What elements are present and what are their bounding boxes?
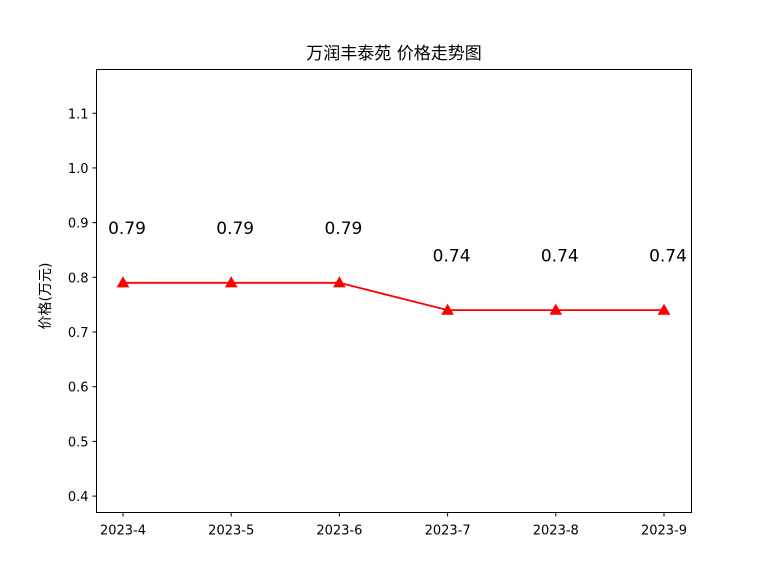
x-axis: 2023-4 2023-5 2023-6 2023-7 2023-8 2023-9 bbox=[100, 512, 687, 539]
x-tick-label: 2023-7 bbox=[425, 524, 471, 539]
y-tick-label: 0.9 bbox=[68, 217, 89, 232]
x-tick-label: 2023-8 bbox=[533, 524, 579, 539]
data-label: 0.79 bbox=[108, 219, 146, 239]
x-tick-label: 2023-5 bbox=[208, 524, 254, 539]
data-point-marker bbox=[224, 276, 238, 288]
y-tick-label: 1.1 bbox=[68, 107, 89, 122]
data-point-marker bbox=[657, 303, 671, 315]
data-label: 0.74 bbox=[649, 246, 687, 266]
plot-area-frame bbox=[96, 69, 692, 513]
data-point-marker bbox=[116, 276, 130, 288]
series-line bbox=[123, 281, 664, 312]
y-tick-label: 0.8 bbox=[68, 271, 89, 286]
y-tick-label: 1.0 bbox=[68, 162, 89, 177]
data-point-marker bbox=[549, 303, 563, 315]
data-labels: 0.79 0.79 0.79 0.74 0.74 0.74 bbox=[108, 219, 687, 266]
y-axis: 0.4 0.5 0.6 0.7 0.8 0.9 1.0 1.1 bbox=[68, 107, 97, 505]
y-tick-label: 0.4 bbox=[68, 490, 89, 505]
data-label: 0.74 bbox=[541, 246, 579, 266]
data-point-marker bbox=[333, 276, 346, 288]
data-label: 0.74 bbox=[433, 246, 471, 266]
y-tick-label: 0.5 bbox=[68, 435, 89, 450]
series-layer bbox=[116, 276, 671, 315]
chart-title: 万润丰泰苑 价格走势图 bbox=[306, 44, 481, 64]
x-tick-label: 2023-6 bbox=[316, 524, 362, 539]
x-tick-label: 2023-9 bbox=[641, 524, 687, 539]
data-label: 0.79 bbox=[324, 219, 362, 239]
data-point-marker bbox=[441, 303, 454, 315]
y-axis-label: 价格(万元) bbox=[38, 263, 54, 330]
data-label: 0.79 bbox=[216, 219, 254, 239]
x-tick-label: 2023-4 bbox=[100, 524, 146, 539]
y-tick-label: 0.7 bbox=[68, 326, 89, 341]
y-tick-label: 0.6 bbox=[68, 381, 89, 396]
